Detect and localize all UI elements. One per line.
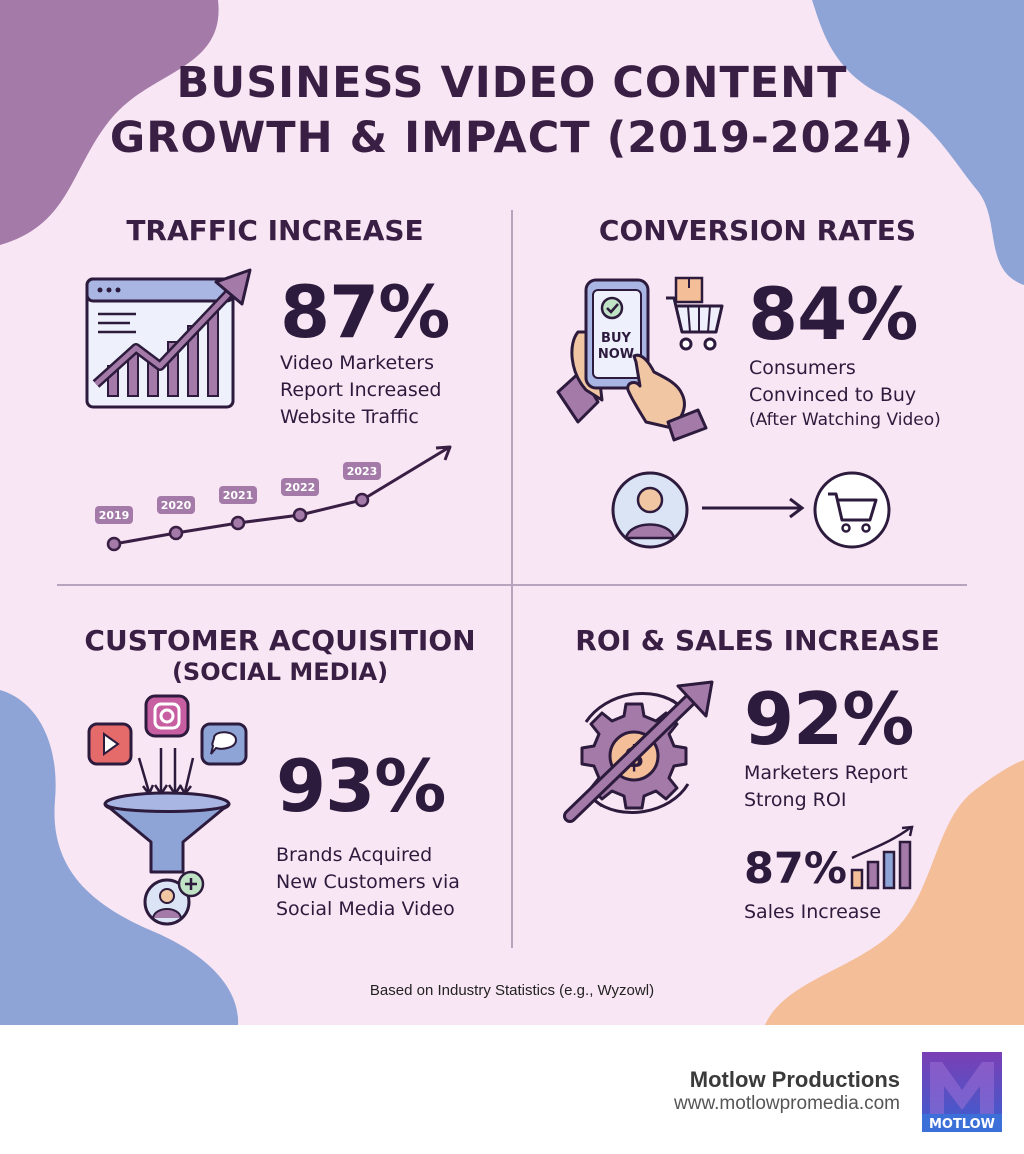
vertical-divider (511, 210, 513, 948)
bar-chart-icon (850, 825, 914, 890)
sales-stat: 87% (744, 844, 847, 894)
youtube-icon (87, 722, 133, 766)
conversion-heading: CONVERSION RATES (598, 214, 917, 247)
conversion-desc-3: (After Watching Video) (749, 410, 941, 430)
main-title-line-2: GROWTH & IMPACT (2019-2024) (109, 113, 915, 163)
acquisition-heading: CUSTOMER ACQUISITION (84, 624, 476, 657)
traffic-desc-1: Video Marketers (280, 352, 434, 374)
user-to-cart-illustration (611, 471, 891, 549)
year-2023: 2023 (347, 465, 378, 478)
roi-desc-2: Strong ROI (744, 789, 847, 811)
year-tag-2022: 2022 (281, 478, 319, 496)
year-tag-2023: 2023 (343, 462, 381, 480)
source-note: Based on Industry Statistics (e.g., Wyzo… (369, 982, 655, 999)
traffic-desc-2: Report Increased (280, 379, 442, 401)
brand-url[interactable]: www.motlowpromedia.com (674, 1093, 900, 1114)
funnel-arrows (137, 748, 195, 797)
conversion-desc-2: Convinced to Buy (749, 384, 917, 406)
gear-dollar-icon: $ (563, 680, 714, 823)
now-label: NOW (598, 347, 634, 362)
acquisition-stat: 93% (276, 744, 446, 828)
arrow-right-icon (702, 497, 805, 519)
acquisition-desc-1: Brands Acquired (276, 844, 433, 866)
add-user-icon (143, 870, 205, 926)
year-tag-2021: 2021 (219, 486, 257, 504)
sales-desc: Sales Increase (744, 901, 882, 923)
browser-chart-icon (85, 268, 252, 409)
blob-bottom-left (0, 690, 239, 1025)
blob-top-left (0, 0, 219, 245)
social-funnel-illustration (87, 694, 248, 926)
traffic-stat: 87% (280, 270, 450, 354)
acquisition-desc-3: Social Media Video (276, 898, 455, 920)
buy-label: BUY (601, 331, 631, 346)
blob-top-right (812, 0, 1024, 285)
conversion-desc-1: Consumers (749, 357, 856, 379)
motlow-logo: MOTLOW (922, 1052, 1002, 1132)
year-2022: 2022 (285, 481, 316, 494)
user-icon (611, 471, 689, 549)
chat-icon (200, 722, 248, 766)
acquisition-desc-2: New Customers via (276, 871, 460, 893)
conversion-stat: 84% (748, 272, 918, 356)
traffic-heading: TRAFFIC INCREASE (126, 214, 424, 247)
year-2021: 2021 (223, 489, 254, 502)
year-tag-2020: 2020 (157, 496, 195, 514)
phone-buy-now-icon: BUY NOW (556, 278, 708, 442)
roi-heading: ROI & SALES INCREASE (575, 624, 940, 657)
traffic-desc-3: Website Traffic (280, 406, 419, 428)
traffic-timeline: 2019 2020 2021 2022 2023 (95, 445, 452, 552)
year-2019: 2019 (99, 509, 130, 522)
horizontal-divider (57, 584, 967, 586)
main-title-line-1: BUSINESS VIDEO CONTENT (176, 58, 848, 108)
infographic: BUSINESS VIDEO CONTENT GROWTH & IMPACT (… (0, 0, 1024, 1025)
year-2020: 2020 (161, 499, 192, 512)
logo-text: MOTLOW (929, 1117, 995, 1132)
blob-bottom-right (765, 760, 1024, 1025)
cart-circle-icon (813, 471, 891, 549)
footer: Motlow Productions www.motlowpromedia.co… (0, 1025, 1024, 1154)
brand-name: Motlow Productions (689, 1067, 900, 1092)
acquisition-subheading: (SOCIAL MEDIA) (171, 658, 389, 686)
roi-stat: 92% (744, 677, 914, 761)
roi-desc-1: Marketers Report (744, 762, 908, 784)
year-tag-2019: 2019 (95, 506, 133, 524)
shopping-cart-icon (666, 276, 724, 351)
instagram-icon (144, 694, 190, 738)
funnel-icon (103, 791, 231, 874)
